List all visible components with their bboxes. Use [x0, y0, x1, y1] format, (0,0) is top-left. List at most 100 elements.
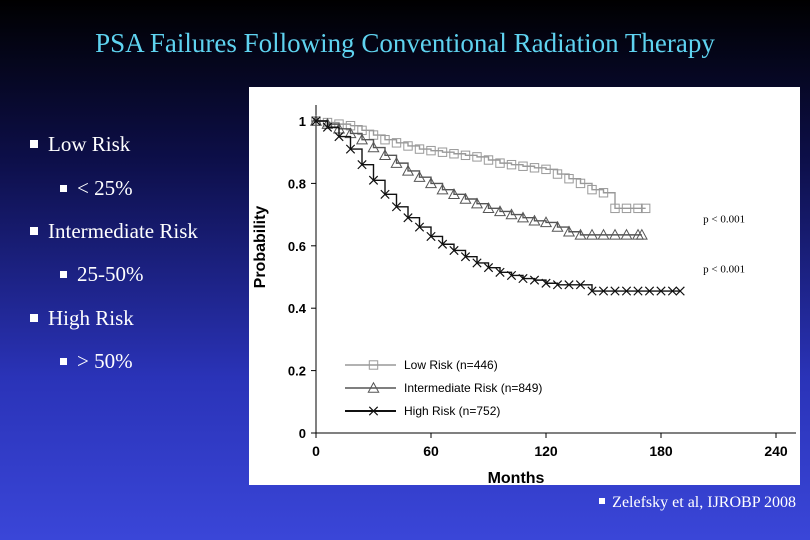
- sub-bullet-high-risk: > 50%: [60, 349, 133, 374]
- data-point-x: [495, 267, 505, 277]
- data-point-x: [564, 280, 574, 290]
- y-tick-label: 0.2: [288, 364, 306, 379]
- bullet-label: Low Risk: [48, 132, 131, 156]
- data-point-x: [368, 175, 379, 185]
- bullet-high-risk: High Risk: [30, 306, 134, 331]
- data-point-x: [621, 286, 632, 296]
- data-point-square: [587, 184, 597, 195]
- data-point-square: [610, 203, 620, 214]
- data-point-triangle: [551, 220, 564, 232]
- data-point-triangle: [367, 141, 380, 153]
- series-line-x: [316, 120, 681, 292]
- bullet-square-icon: [599, 498, 606, 505]
- bullet-label: Intermediate Risk: [48, 219, 198, 243]
- data-point-x: [391, 202, 402, 212]
- sub-bullet-label: 25-50%: [77, 262, 144, 286]
- data-point-x: [667, 286, 678, 296]
- data-point-x: [334, 131, 344, 142]
- citation-text: Zelefsky et al, IJROBP 2008: [612, 494, 796, 511]
- data-point-square: [564, 174, 574, 184]
- data-point-triangle: [378, 149, 392, 161]
- data-point-square: [552, 169, 563, 179]
- data-point-triangle: [574, 228, 587, 240]
- bullet-square-icon: [30, 314, 38, 323]
- data-point-triangle: [505, 208, 518, 220]
- data-point-x: [345, 144, 356, 154]
- x-tick-label: 180: [649, 443, 673, 459]
- kaplan-meier-chart: 0 0.2 0.4 0.6 0.8 1 0 60 120 180 240 Months Probabil…: [252, 105, 796, 485]
- data-point-square: [529, 163, 540, 173]
- data-point-triangle: [516, 211, 530, 223]
- sub-bullet-label: > 50%: [77, 349, 133, 373]
- legend-marker-x: [368, 406, 379, 416]
- data-point-x: [311, 116, 321, 126]
- data-point-x: [575, 280, 586, 290]
- data-point-square: [518, 161, 528, 171]
- bullet-square-icon: [60, 357, 67, 365]
- x-tick-label: 0: [312, 443, 320, 459]
- data-point-square: [483, 155, 494, 165]
- legend-marker-triangle: [367, 381, 380, 393]
- y-tick-label: 0.4: [288, 301, 307, 316]
- data-point-square: [426, 145, 436, 156]
- data-point-square: [640, 203, 651, 214]
- data-point-x: [322, 122, 333, 132]
- slide-title: PSA Failures Following Conventional Radi…: [95, 28, 715, 58]
- data-point-triangle: [401, 164, 415, 176]
- data-point-triangle: [528, 214, 541, 226]
- data-point-x: [506, 270, 517, 281]
- y-tick-label: 0.8: [288, 176, 306, 191]
- data-point-x: [552, 280, 563, 290]
- data-point-x: [357, 160, 367, 170]
- bullet-intermediate-risk: Intermediate Risk: [30, 219, 198, 244]
- bullet-square-icon: [30, 227, 38, 236]
- data-point-triangle: [482, 202, 495, 214]
- bullet-square-icon: [30, 140, 38, 149]
- bullet-square-icon: [60, 270, 67, 278]
- bullet-low-risk: Low Risk: [30, 132, 130, 157]
- data-point-x: [483, 263, 494, 273]
- data-point-triangle: [608, 228, 622, 240]
- sub-bullet-low-risk: < 25%: [60, 176, 133, 201]
- data-point-triangle: [539, 216, 553, 228]
- data-point-square: [449, 149, 459, 159]
- data-point-triangle: [635, 228, 648, 240]
- data-point-triangle: [436, 183, 449, 195]
- data-point-square: [403, 141, 413, 151]
- data-point-square: [460, 150, 471, 161]
- data-point-x: [449, 245, 459, 256]
- legend-label: High Risk (n=752): [404, 404, 500, 418]
- x-axis-title: Months: [488, 470, 545, 485]
- data-point-x: [460, 252, 471, 262]
- data-point-square: [621, 203, 632, 214]
- data-point-x: [529, 275, 540, 285]
- y-tick-label: 0: [299, 426, 306, 441]
- sub-bullet-label: < 25%: [77, 176, 133, 200]
- y-tick-label: 1: [299, 114, 306, 129]
- series-line-triangle: [316, 120, 642, 236]
- data-point-x: [598, 286, 609, 296]
- data-point-triangle: [413, 170, 426, 182]
- data-point-x: [587, 286, 597, 296]
- p-value-annotation: p < 0.001: [703, 213, 745, 225]
- data-point-square: [541, 164, 551, 175]
- bullet-square-icon: [60, 184, 67, 192]
- data-point-x: [644, 286, 655, 296]
- data-point-square: [437, 147, 448, 157]
- data-point-x: [656, 286, 666, 296]
- data-point-x: [437, 239, 448, 249]
- citation: Zelefsky et al, IJROBP 2008: [599, 494, 796, 512]
- data-point-x: [610, 286, 620, 296]
- data-point-square: [380, 135, 390, 145]
- data-point-square: [506, 159, 517, 170]
- data-point-x: [518, 273, 528, 284]
- bullet-label: High Risk: [48, 306, 134, 330]
- data-point-triangle: [447, 188, 461, 200]
- data-point-triangle: [424, 177, 438, 189]
- data-point-square: [598, 188, 609, 198]
- data-point-square: [414, 144, 425, 154]
- p-value-annotation: p < 0.001: [703, 263, 745, 275]
- data-point-triangle: [585, 228, 599, 240]
- y-tick-label: 0.6: [288, 239, 306, 254]
- data-point-x: [414, 222, 425, 232]
